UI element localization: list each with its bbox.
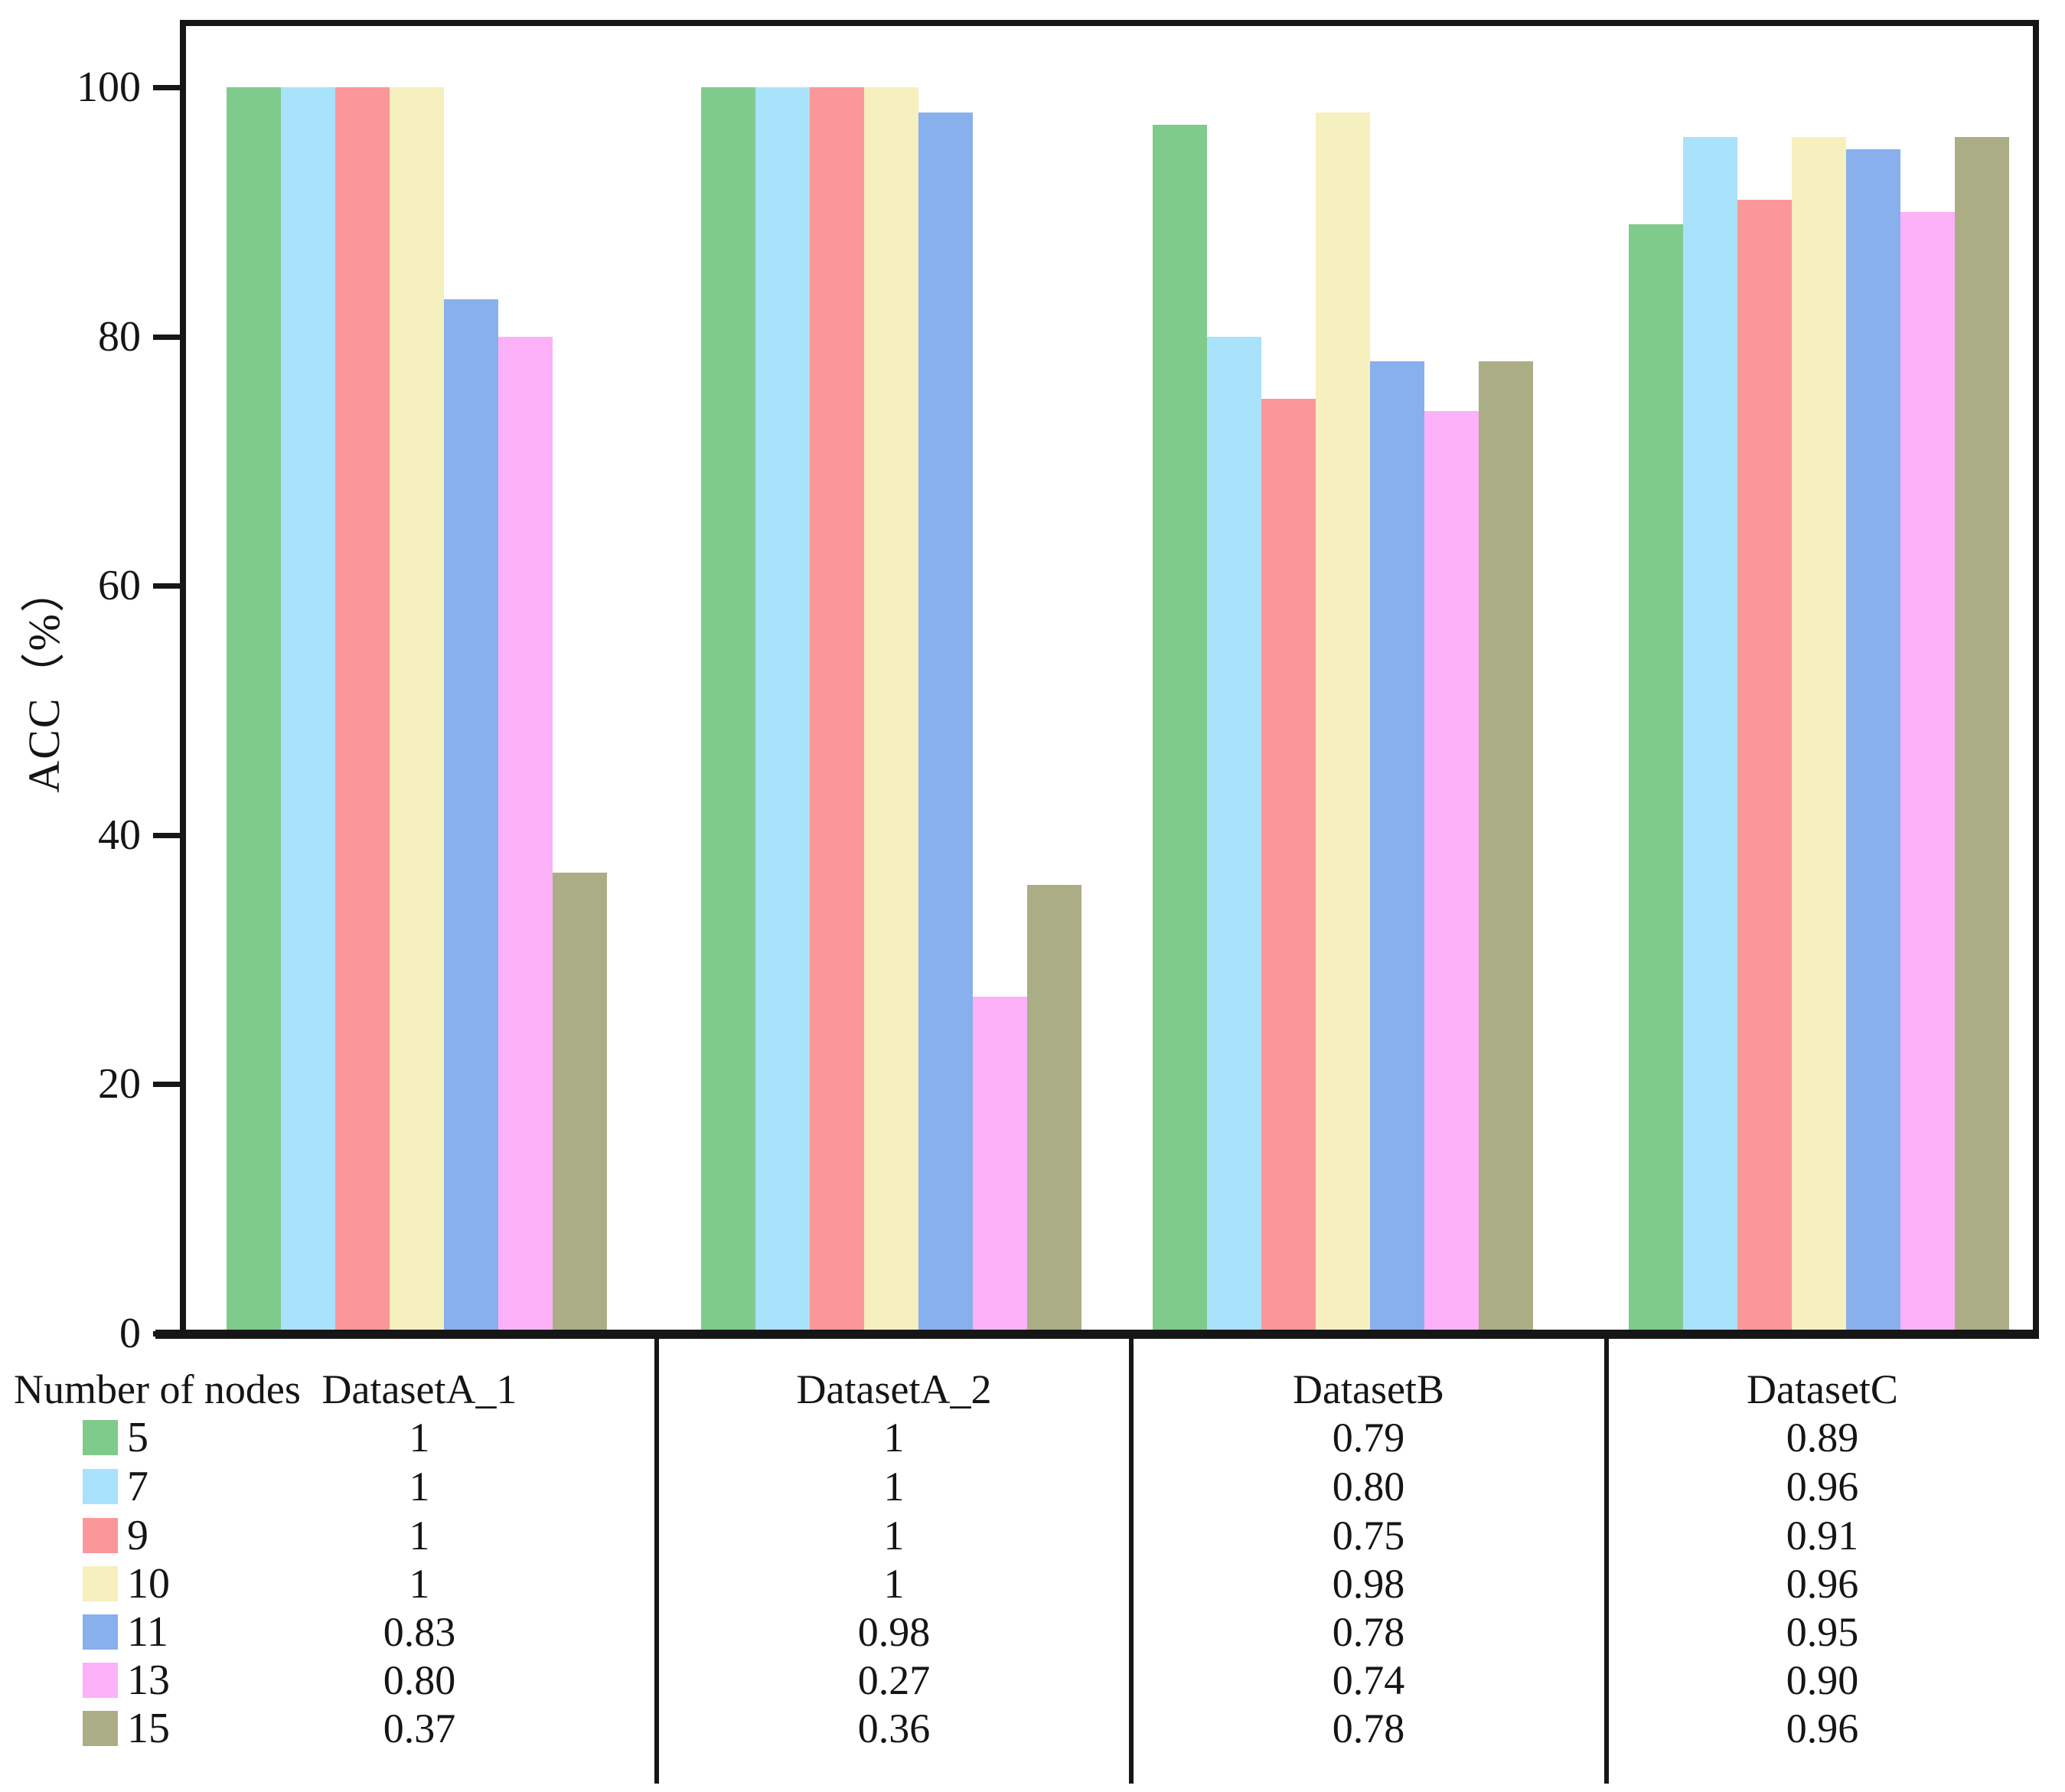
bar-DatasetA_1-nodes7 bbox=[281, 87, 335, 1333]
table-column-separator-1 bbox=[654, 1333, 659, 1784]
bar-DatasetB-nodes10 bbox=[1316, 113, 1370, 1333]
legend-swatch-nodes11 bbox=[83, 1614, 118, 1650]
value-DatasetA_1-nodes7: 1 bbox=[409, 1464, 430, 1510]
table-column-separator-3 bbox=[1604, 1333, 1609, 1784]
value-DatasetA_2-nodes11: 0.98 bbox=[857, 1609, 931, 1655]
bar-DatasetA_2-nodes11 bbox=[918, 113, 973, 1333]
value-DatasetC-nodes10: 0.96 bbox=[1786, 1561, 1859, 1607]
legend-label-nodes7: 7 bbox=[127, 1463, 148, 1510]
value-DatasetA_1-nodes10: 1 bbox=[409, 1561, 430, 1607]
bar-DatasetA_2-nodes13 bbox=[973, 997, 1027, 1333]
value-DatasetC-nodes13: 0.90 bbox=[1786, 1657, 1859, 1703]
legend-swatch-nodes10 bbox=[83, 1566, 118, 1601]
value-DatasetA_1-nodes5: 1 bbox=[409, 1415, 430, 1461]
legend-label-nodes13: 13 bbox=[127, 1657, 170, 1704]
value-DatasetB-nodes15: 0.78 bbox=[1332, 1706, 1405, 1751]
legend-swatch-nodes7 bbox=[83, 1469, 118, 1504]
legend-swatch-nodes5 bbox=[83, 1420, 118, 1455]
value-DatasetB-nodes5: 0.79 bbox=[1332, 1415, 1405, 1461]
y-tick-mark-60 bbox=[153, 583, 181, 589]
y-tick-label-80: 80 bbox=[98, 312, 141, 361]
column-header-dataseta1: DatasetA_1 bbox=[321, 1366, 517, 1412]
bar-DatasetA_2-nodes9 bbox=[810, 87, 864, 1333]
bar-DatasetB-nodes13 bbox=[1424, 411, 1479, 1333]
bar-DatasetB-nodes7 bbox=[1207, 337, 1261, 1333]
bar-DatasetB-nodes5 bbox=[1153, 125, 1207, 1333]
value-DatasetA_2-nodes15: 0.36 bbox=[857, 1706, 931, 1751]
bar-DatasetC-nodes10 bbox=[1792, 137, 1846, 1333]
bar-DatasetC-nodes11 bbox=[1846, 149, 1900, 1333]
y-tick-label-0: 0 bbox=[119, 1310, 141, 1357]
value-DatasetA_2-nodes5: 1 bbox=[883, 1415, 905, 1461]
legend-label-nodes10: 10 bbox=[127, 1560, 170, 1608]
legend-label-nodes5: 5 bbox=[127, 1414, 148, 1461]
legend-label-nodes15: 15 bbox=[127, 1705, 170, 1752]
legend-swatch-nodes9 bbox=[83, 1518, 118, 1553]
bar-DatasetB-nodes11 bbox=[1370, 361, 1424, 1333]
value-DatasetB-nodes9: 0.75 bbox=[1332, 1513, 1405, 1559]
value-DatasetA_2-nodes10: 1 bbox=[883, 1561, 905, 1607]
bar-DatasetA_2-nodes15 bbox=[1027, 885, 1081, 1333]
value-DatasetA_1-nodes15: 0.37 bbox=[383, 1706, 456, 1751]
value-DatasetB-nodes10: 0.98 bbox=[1332, 1561, 1405, 1607]
y-tick-mark-40 bbox=[153, 832, 181, 838]
y-tick-label-100: 100 bbox=[77, 64, 141, 111]
column-header-dataseta2: DatasetA_2 bbox=[796, 1366, 992, 1412]
y-tick-label-60: 60 bbox=[98, 562, 141, 610]
y-tick-mark-100 bbox=[153, 85, 181, 90]
bar-DatasetC-nodes15 bbox=[1955, 137, 2009, 1333]
bar-DatasetA_1-nodes11 bbox=[444, 299, 498, 1333]
plot-frame bbox=[180, 20, 2039, 1333]
value-DatasetB-nodes7: 0.80 bbox=[1332, 1464, 1405, 1510]
value-DatasetB-nodes13: 0.74 bbox=[1332, 1657, 1405, 1703]
value-DatasetA_1-nodes9: 1 bbox=[409, 1513, 430, 1559]
bar-DatasetC-nodes5 bbox=[1629, 224, 1683, 1333]
bar-DatasetA_1-nodes10 bbox=[390, 87, 444, 1333]
bar-DatasetB-nodes15 bbox=[1479, 361, 1533, 1333]
y-tick-label-40: 40 bbox=[98, 811, 141, 859]
value-DatasetC-nodes9: 0.91 bbox=[1786, 1513, 1859, 1559]
bar-DatasetA_2-nodes10 bbox=[864, 87, 918, 1333]
bar-DatasetA_2-nodes5 bbox=[701, 87, 755, 1333]
value-DatasetA_1-nodes11: 0.83 bbox=[383, 1609, 456, 1655]
y-tick-label-20: 20 bbox=[98, 1060, 141, 1108]
bar-DatasetA_1-nodes15 bbox=[553, 873, 607, 1333]
column-header-datasetc: DatasetC bbox=[1747, 1366, 1898, 1412]
value-DatasetC-nodes7: 0.96 bbox=[1786, 1464, 1859, 1510]
legend-title: Number of nodes bbox=[14, 1366, 301, 1412]
bar-DatasetC-nodes9 bbox=[1737, 200, 1792, 1333]
value-DatasetB-nodes11: 0.78 bbox=[1332, 1609, 1405, 1655]
legend-swatch-nodes15 bbox=[83, 1711, 118, 1746]
legend-label-nodes9: 9 bbox=[127, 1512, 148, 1559]
value-DatasetC-nodes5: 0.89 bbox=[1786, 1415, 1859, 1461]
value-DatasetC-nodes15: 0.96 bbox=[1786, 1706, 1859, 1751]
bar-DatasetA_1-nodes9 bbox=[335, 87, 390, 1333]
bar-DatasetC-nodes7 bbox=[1683, 137, 1737, 1333]
value-DatasetA_2-nodes9: 1 bbox=[883, 1513, 905, 1559]
bar-DatasetB-nodes9 bbox=[1261, 399, 1316, 1333]
value-DatasetA_2-nodes7: 1 bbox=[883, 1464, 905, 1510]
legend-swatch-nodes13 bbox=[83, 1663, 118, 1698]
column-header-datasetb: DatasetB bbox=[1293, 1366, 1444, 1412]
y-tick-mark-20 bbox=[153, 1082, 181, 1088]
bar-DatasetA_1-nodes5 bbox=[227, 87, 281, 1333]
bar-DatasetC-nodes13 bbox=[1900, 212, 1955, 1333]
value-DatasetC-nodes11: 0.95 bbox=[1786, 1609, 1859, 1655]
table-column-separator-2 bbox=[1129, 1333, 1134, 1784]
bar-DatasetA_1-nodes13 bbox=[498, 337, 553, 1333]
value-DatasetA_2-nodes13: 0.27 bbox=[857, 1657, 931, 1703]
legend-label-nodes11: 11 bbox=[127, 1608, 168, 1656]
y-tick-mark-80 bbox=[153, 334, 181, 340]
bar-DatasetA_2-nodes7 bbox=[755, 87, 810, 1333]
value-DatasetA_1-nodes13: 0.80 bbox=[383, 1657, 456, 1703]
x-axis-line bbox=[155, 1330, 2039, 1339]
